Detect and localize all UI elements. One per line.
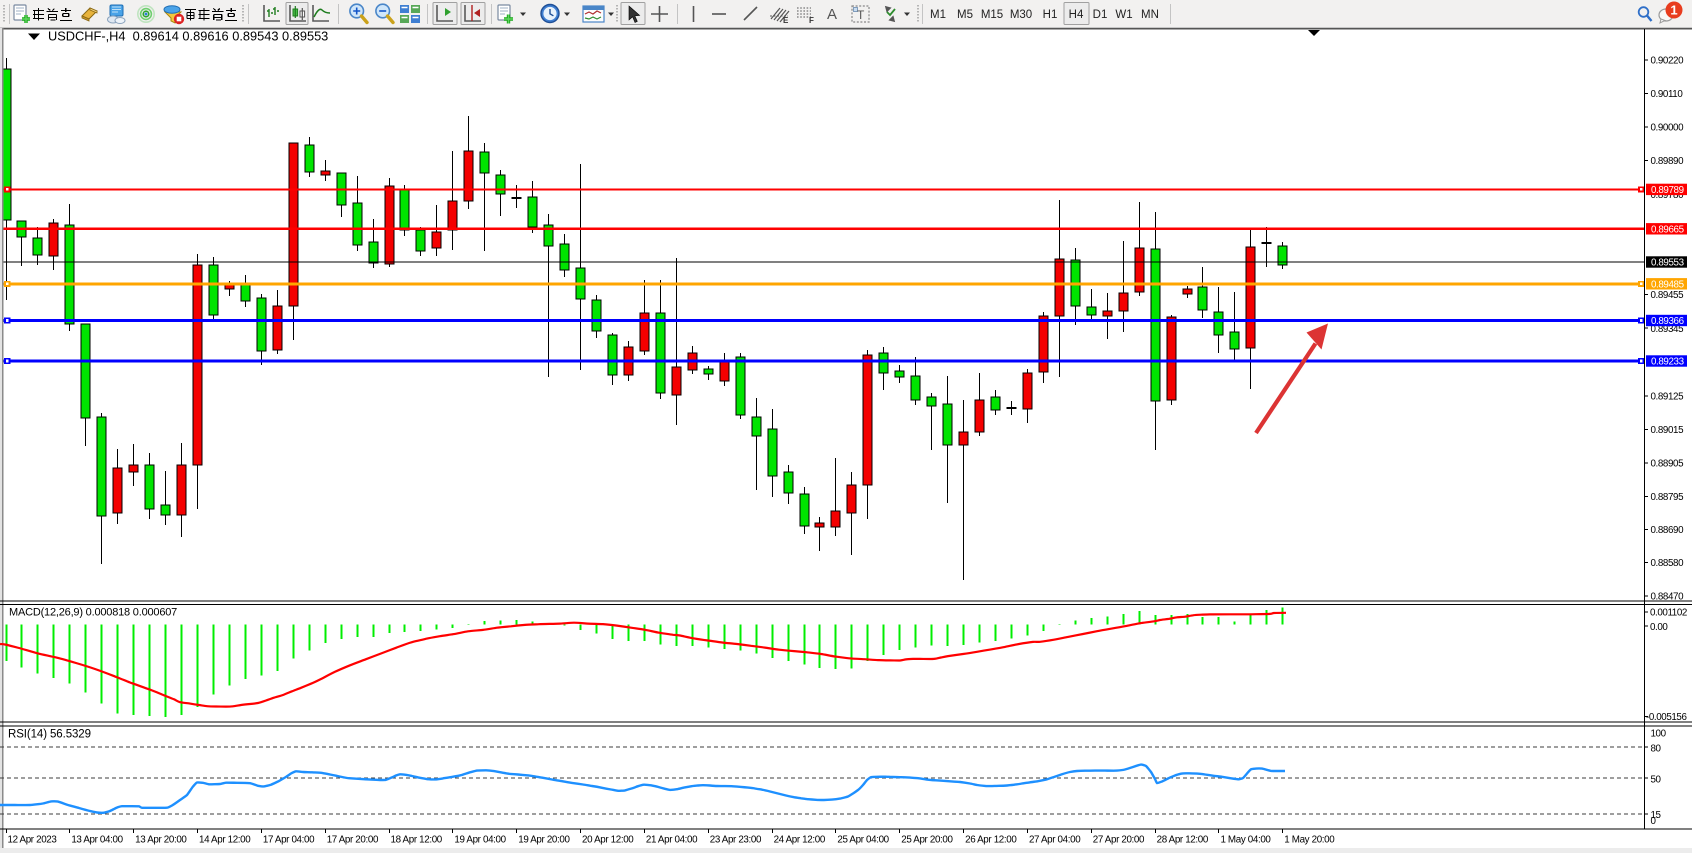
svg-text:M5: M5 bbox=[957, 9, 973, 21]
svg-text:M30: M30 bbox=[1010, 9, 1032, 21]
svg-text:T: T bbox=[857, 8, 865, 22]
svg-text:0.89233: 0.89233 bbox=[1651, 357, 1685, 368]
svg-text:0.89485: 0.89485 bbox=[1651, 279, 1685, 290]
svg-text:0.00: 0.00 bbox=[1650, 622, 1668, 633]
svg-text:MACD(12,26,9) 0.000818 0.00060: MACD(12,26,9) 0.000818 0.000607 bbox=[9, 607, 177, 619]
svg-text:27 Apr 04:00: 27 Apr 04:00 bbox=[1029, 835, 1081, 846]
svg-text:0.89455: 0.89455 bbox=[1651, 290, 1685, 301]
svg-text:0.90110: 0.90110 bbox=[1651, 89, 1684, 100]
svg-text:M15: M15 bbox=[981, 9, 1003, 21]
svg-text:MN: MN bbox=[1141, 9, 1159, 21]
svg-text:12 Apr 2023: 12 Apr 2023 bbox=[8, 835, 58, 846]
svg-text:USDCHF-,H4 0.89614 0.89616 0.: USDCHF-,H4 0.89614 0.89616 0.89543 0.895… bbox=[48, 29, 328, 44]
svg-text:0.89890: 0.89890 bbox=[1651, 156, 1685, 167]
svg-text:0.90220: 0.90220 bbox=[1651, 55, 1685, 66]
svg-text:14 Apr 12:00: 14 Apr 12:00 bbox=[199, 835, 251, 846]
svg-text:M1: M1 bbox=[930, 9, 946, 21]
svg-text:0.89789: 0.89789 bbox=[1651, 185, 1684, 196]
svg-text:0.89553: 0.89553 bbox=[1651, 258, 1685, 269]
svg-text:17 Apr 20:00: 17 Apr 20:00 bbox=[327, 835, 379, 846]
svg-text:1 May 04:00: 1 May 04:00 bbox=[1220, 835, 1271, 846]
svg-text:24 Apr 12:00: 24 Apr 12:00 bbox=[774, 835, 826, 846]
svg-text:0.89366: 0.89366 bbox=[1651, 316, 1685, 327]
svg-text:80: 80 bbox=[1651, 743, 1662, 754]
svg-text:26 Apr 12:00: 26 Apr 12:00 bbox=[965, 835, 1017, 846]
svg-text:20 Apr 12:00: 20 Apr 12:00 bbox=[582, 835, 634, 846]
svg-text:15: 15 bbox=[1651, 810, 1662, 821]
svg-text:E: E bbox=[783, 16, 789, 25]
svg-text:50: 50 bbox=[1651, 775, 1662, 786]
svg-text:H1: H1 bbox=[1043, 9, 1058, 21]
svg-text:RSI(14) 56.5329: RSI(14) 56.5329 bbox=[8, 729, 91, 741]
svg-text:1 May 20:00: 1 May 20:00 bbox=[1284, 835, 1335, 846]
svg-text:13 Apr 04:00: 13 Apr 04:00 bbox=[71, 835, 123, 846]
svg-text:0.89125: 0.89125 bbox=[1651, 391, 1685, 402]
svg-text:0.90000: 0.90000 bbox=[1651, 123, 1685, 134]
svg-text:18 Apr 12:00: 18 Apr 12:00 bbox=[391, 835, 443, 846]
svg-text:25 Apr 04:00: 25 Apr 04:00 bbox=[837, 835, 889, 846]
svg-text:13 Apr 20:00: 13 Apr 20:00 bbox=[135, 835, 187, 846]
svg-text:0.88905: 0.88905 bbox=[1651, 459, 1685, 470]
svg-text:0.89015: 0.89015 bbox=[1651, 425, 1685, 436]
svg-text:0.89665: 0.89665 bbox=[1651, 224, 1685, 235]
svg-text:D1: D1 bbox=[1093, 9, 1108, 21]
svg-text:F: F bbox=[809, 16, 814, 25]
svg-text:A: A bbox=[827, 6, 837, 23]
svg-text:0.001102: 0.001102 bbox=[1650, 608, 1687, 619]
svg-text:H4: H4 bbox=[1069, 9, 1084, 21]
svg-text:0.88580: 0.88580 bbox=[1651, 558, 1685, 569]
svg-text:0.89345: 0.89345 bbox=[1651, 324, 1685, 335]
svg-text:W1: W1 bbox=[1115, 9, 1132, 21]
svg-text:1: 1 bbox=[1670, 3, 1677, 18]
svg-text:0.88690: 0.88690 bbox=[1651, 525, 1685, 536]
svg-text:19 Apr 20:00: 19 Apr 20:00 bbox=[518, 835, 570, 846]
svg-text:0.88470: 0.88470 bbox=[1651, 592, 1685, 603]
svg-text:23 Apr 23:00: 23 Apr 23:00 bbox=[710, 835, 762, 846]
svg-text:-0.005156: -0.005156 bbox=[1646, 712, 1687, 723]
svg-text:19 Apr 04:00: 19 Apr 04:00 bbox=[454, 835, 506, 846]
svg-text:28 Apr 12:00: 28 Apr 12:00 bbox=[1157, 835, 1209, 846]
svg-text:100: 100 bbox=[1651, 729, 1667, 740]
svg-text:27 Apr 20:00: 27 Apr 20:00 bbox=[1093, 835, 1145, 846]
svg-text:17 Apr 04:00: 17 Apr 04:00 bbox=[263, 835, 315, 846]
svg-text:21 Apr 04:00: 21 Apr 04:00 bbox=[646, 835, 698, 846]
svg-text:0: 0 bbox=[1651, 816, 1657, 827]
svg-text:0.88795: 0.88795 bbox=[1651, 492, 1685, 503]
svg-text:25 Apr 20:00: 25 Apr 20:00 bbox=[901, 835, 953, 846]
svg-text:0.89780: 0.89780 bbox=[1651, 190, 1685, 201]
